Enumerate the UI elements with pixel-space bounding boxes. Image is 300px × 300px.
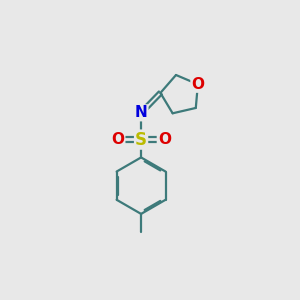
Text: S: S bbox=[135, 130, 147, 148]
Text: O: O bbox=[158, 132, 171, 147]
Text: O: O bbox=[191, 77, 204, 92]
Text: N: N bbox=[135, 105, 148, 120]
Text: O: O bbox=[111, 132, 124, 147]
